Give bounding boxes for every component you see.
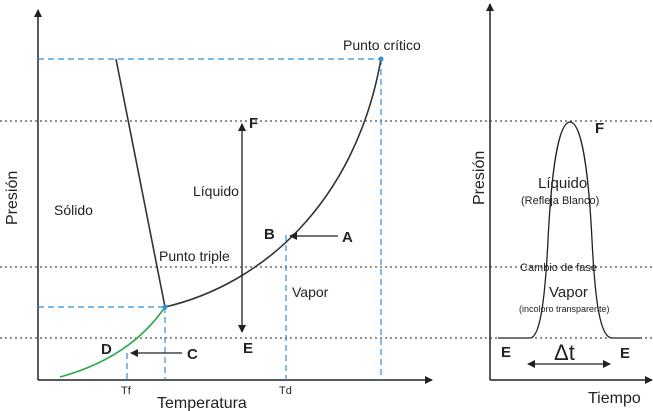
point-E-label: E (243, 340, 253, 357)
liquid-region-label: Líquido (193, 183, 239, 199)
sublimation-curve (59, 306, 166, 378)
critical-point-label: Punto crítico (343, 37, 421, 53)
vapor-label: Vapor (549, 284, 588, 301)
time-plot-E-right-label: E (620, 345, 630, 362)
liquid-label: Líquido (538, 175, 587, 192)
x-axis-label: Temperatura (157, 395, 247, 411)
pressure-time-plot: Presión Tiempo Líquido (Refleja Blanco) … (471, 3, 653, 407)
point-A-label: A (342, 229, 353, 246)
time-plot-E-left-label: E (501, 344, 511, 361)
point-F-label: F (249, 115, 258, 132)
point-B-label: B (264, 226, 275, 243)
phase-diagram: Presión Temperatura Punto crítico Sólido… (4, 9, 433, 411)
triple-point-label: Punto triple (159, 248, 230, 264)
tf-tick-label: Tf (121, 385, 132, 397)
vapor-region-label: Vapor (292, 284, 329, 300)
vaporization-curve (164, 58, 382, 308)
y-axis-label: Presión (4, 171, 21, 225)
critical-point (378, 56, 384, 62)
delta-t-label: Δt (554, 340, 575, 365)
vapor-note: (incoloro transparente) (519, 304, 610, 314)
time-plot-x-axis-label: Tiempo (588, 390, 641, 407)
point-C-label: C (187, 346, 198, 363)
solid-region-label: Sólido (54, 202, 93, 218)
phase-change-label: Cambio de fase (520, 262, 597, 274)
guide-lines (38, 58, 382, 380)
reference-lines (0, 120, 653, 339)
triple-point (162, 304, 168, 310)
time-plot-y-axis-label: Presión (471, 151, 488, 205)
point-D-label: D (101, 341, 112, 358)
pressure-peak-curve (498, 121, 642, 339)
liquid-note: (Refleja Blanco) (521, 195, 599, 207)
time-plot-F-label: F (595, 120, 604, 137)
td-tick-label: Td (279, 385, 292, 397)
fusion-curve (115, 58, 166, 308)
